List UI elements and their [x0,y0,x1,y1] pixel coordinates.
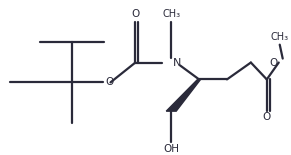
Text: O: O [131,9,139,19]
Text: OH: OH [163,144,179,154]
Text: CH₃: CH₃ [271,32,289,42]
Text: CH₃: CH₃ [162,9,180,19]
Text: O: O [263,112,271,122]
Text: O: O [270,58,278,68]
Text: N: N [173,58,181,68]
Polygon shape [166,79,200,111]
Text: O: O [105,77,113,87]
